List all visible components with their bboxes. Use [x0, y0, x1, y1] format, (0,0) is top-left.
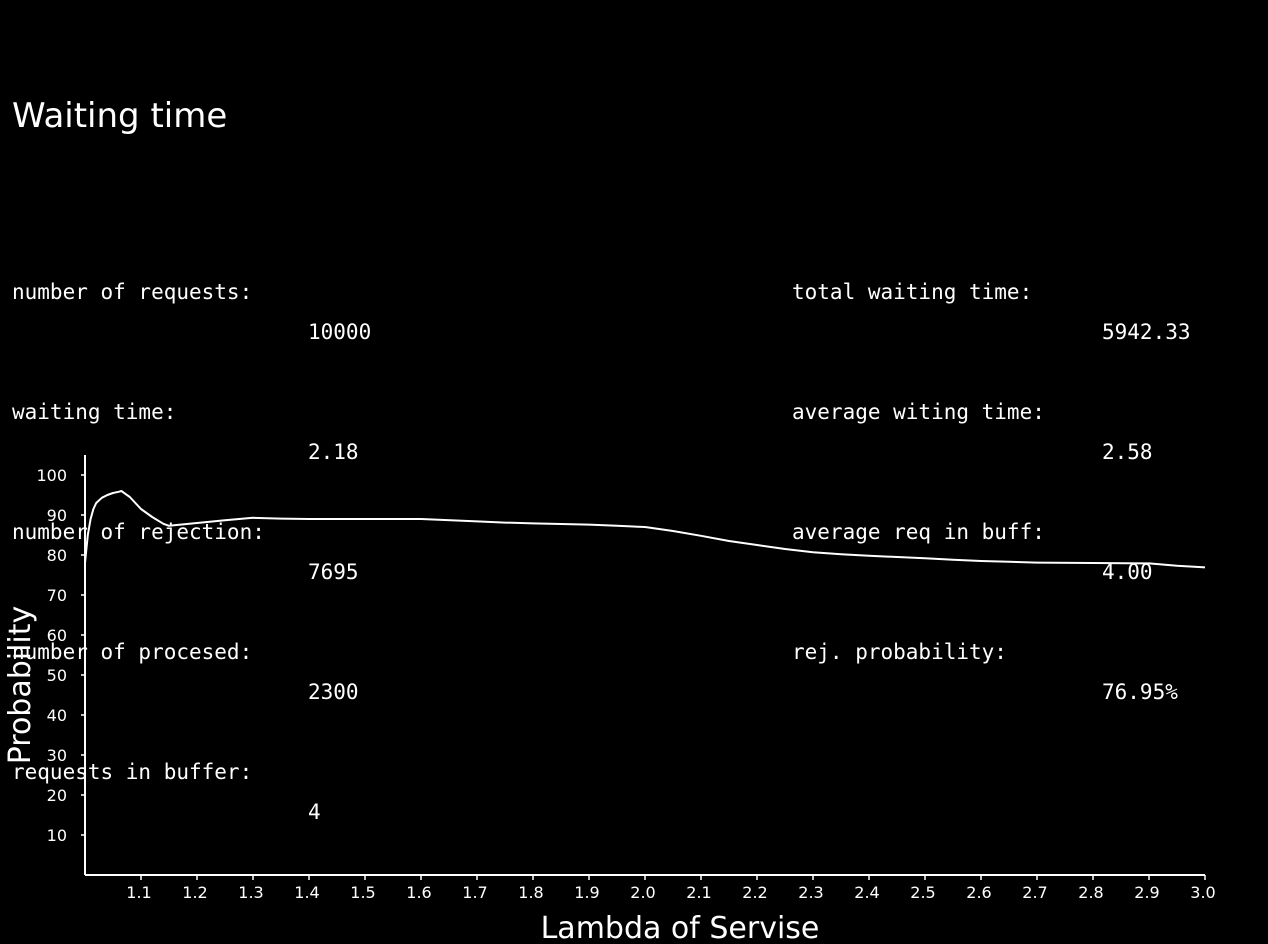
y-axis-label: Probability: [3, 606, 38, 765]
x-tick-label: 1.1: [126, 883, 151, 902]
y-tick-label: 30: [47, 746, 67, 765]
stat-row-buffer: requests in buffer: 4: [12, 712, 321, 824]
x-tick-label: 2.3: [798, 883, 823, 902]
x-tick-label: 1.7: [462, 883, 487, 902]
x-tick-label: 1.8: [518, 883, 543, 902]
stat-value: 2.58: [1102, 440, 1153, 464]
stat-value: 76.95%: [1102, 680, 1178, 704]
y-tick-label: 20: [47, 786, 67, 805]
stat-label: number of procesed:: [12, 640, 253, 664]
x-tick-label: 2.8: [1078, 883, 1103, 902]
series-line: [84, 490, 1206, 569]
stat-row-rej-probability: rej. probability: 76.95%: [792, 592, 1178, 704]
x-tick-label: 2.0: [630, 883, 655, 902]
x-tick-label: 1.9: [574, 883, 599, 902]
stat-value: 5942.33: [1102, 320, 1191, 344]
x-axis-label: Lambda of Servise: [541, 911, 820, 944]
stat-value: 2.18: [308, 440, 359, 464]
stat-row-rejection: number of rejection: 7695: [12, 472, 359, 584]
stat-value: 10000: [308, 320, 372, 344]
x-tick-label: 2.4: [854, 883, 879, 902]
stat-label: average req in buff:: [792, 520, 1045, 544]
x-tick-label: 1.5: [350, 883, 375, 902]
y-tick-label: 50: [47, 666, 67, 685]
stat-row-total-waiting: total waiting time: 5942.33: [792, 232, 1191, 344]
stat-value: 7695: [308, 560, 359, 584]
stat-row-requests: number of requests: 10000: [12, 232, 371, 344]
x-tick-label: 2.2: [742, 883, 767, 902]
stat-row-waiting-time: waiting time: 2.18: [12, 352, 359, 464]
y-tick-label: 100: [36, 466, 67, 485]
x-tick-label: 2.5: [910, 883, 935, 902]
page-title: Waiting time: [12, 96, 228, 136]
x-tick-label: 2.9: [1134, 883, 1159, 902]
stat-label: average witing time:: [792, 400, 1045, 424]
stat-row-average-waiting: average witing time: 2.58: [792, 352, 1153, 464]
x-tick-label: 1.6: [406, 883, 431, 902]
y-tick-label: 90: [47, 506, 67, 525]
y-tick-label: 10: [47, 826, 67, 845]
stats-left-panel: number of requests: 10000 waiting time: …: [12, 152, 371, 824]
stat-label: rej. probability:: [792, 640, 1007, 664]
stat-label: requests in buffer:: [12, 760, 253, 784]
x-tick-label: 1.4: [294, 883, 319, 902]
x-tick-label: 2.1: [686, 883, 711, 902]
stat-row-processed: number of procesed: 2300: [12, 592, 359, 704]
y-tick-label: 60: [47, 626, 67, 645]
y-tick-label: 70: [47, 586, 67, 605]
y-tick-label: 40: [47, 706, 67, 725]
x-tick-label: 3.0: [1190, 883, 1215, 902]
stat-value: 2300: [308, 680, 359, 704]
y-tick-label: 80: [47, 546, 67, 565]
stat-label: number of rejection:: [12, 520, 265, 544]
stat-value: 4: [308, 800, 321, 824]
stat-label: waiting time:: [12, 400, 177, 424]
x-tick-label: 1.2: [182, 883, 207, 902]
stat-label: total waiting time:: [792, 280, 1033, 304]
x-tick-label: 2.6: [966, 883, 991, 902]
x-tick-label: 1.3: [238, 883, 263, 902]
stat-label: number of requests:: [12, 280, 253, 304]
x-tick-label: 2.7: [1022, 883, 1047, 902]
